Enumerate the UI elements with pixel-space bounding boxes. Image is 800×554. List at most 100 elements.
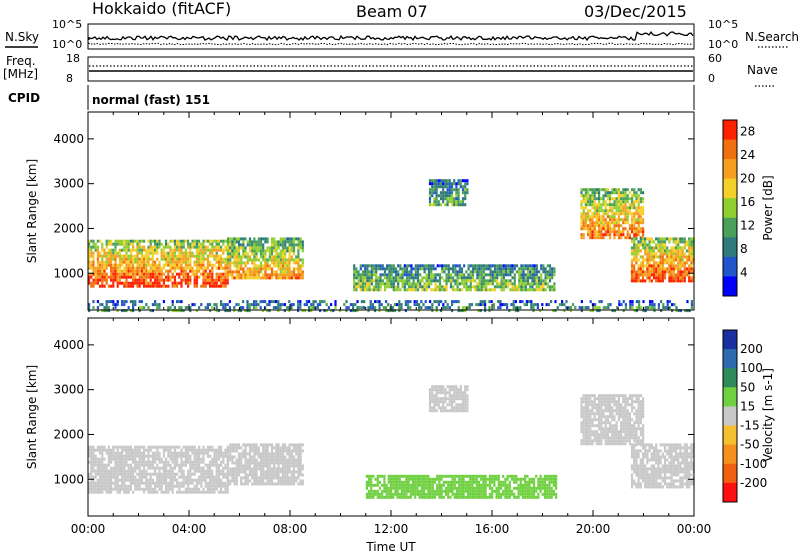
data-cell [369,306,372,310]
data-cell [195,278,198,282]
data-cell [127,245,130,249]
data-cell [107,257,110,261]
data-cell [589,300,592,304]
data-cell [522,264,525,268]
data-cell [459,182,462,186]
data-cell [606,230,609,234]
data-cell [242,255,245,259]
data-cell [211,281,214,285]
data-cell [428,179,432,183]
data-cell [615,233,618,237]
data-cell [193,242,196,246]
data-cell [191,472,194,476]
data-cell [134,463,137,467]
data-cell [661,270,664,274]
data-cell [644,264,647,268]
data-cell [125,484,128,488]
data-cell [114,245,117,249]
data-cell [145,278,148,282]
data-cell [436,288,439,292]
data-cell [281,273,285,277]
data-cell [681,264,684,268]
data-cell [685,270,689,274]
data-cell [458,492,461,496]
data-cell [437,200,440,204]
data-cell [110,263,113,267]
data-cell [469,282,472,286]
data-cell [365,495,368,499]
data-cell [372,285,376,289]
data-cell [224,466,227,470]
data-cell [389,495,393,499]
data-cell [99,481,102,485]
data-cell [455,197,458,201]
data-cell [657,237,660,241]
data-cell [184,254,187,258]
data-cell [273,270,276,274]
data-cell [244,276,247,280]
data-cell [602,200,605,204]
data-cell [387,495,390,499]
data-cell [635,209,638,213]
station-title: Hokkaido (fitACF) [92,0,231,18]
data-cell [598,203,601,207]
data-cell [209,445,212,449]
data-cell [270,443,274,447]
data-cell [524,285,527,289]
data-cell [589,188,592,192]
data-cell [600,227,603,231]
data-cell [602,194,605,198]
data-cell [461,200,465,204]
data-cell [423,288,426,292]
data-cell [367,306,370,310]
data-cell [491,264,494,268]
data-cell [233,476,236,480]
data-cell [90,266,93,270]
data-cell [639,267,642,271]
data-cell [602,224,605,228]
data-cell [425,282,428,286]
data-cell [235,303,238,307]
data-cell [189,487,192,491]
data-cell [105,490,108,494]
data-cell [279,455,282,459]
data-cell [262,476,265,480]
data-cell [255,464,258,468]
data-cell [372,492,375,496]
data-cell [284,476,287,480]
data-cell [431,179,434,183]
data-cell [400,489,404,493]
data-cell [668,255,671,259]
data-cell [277,470,280,474]
data-cell [519,300,522,304]
data-cell [154,460,157,464]
data-cell [191,466,194,470]
data-cell [180,484,183,488]
data-cell [648,240,651,244]
data-cell [171,481,174,485]
data-cell [448,188,451,192]
data-cell [103,469,106,473]
data-cell [553,285,556,289]
data-cell [103,266,106,270]
data-cell [193,472,196,476]
data-cell [297,243,300,247]
data-cell [213,281,216,285]
data-cell [377,288,380,292]
colorbar-cell [723,256,737,277]
data-cell [129,263,132,267]
data-cell [646,273,649,277]
data-cell [165,490,168,494]
data-cell [251,243,254,247]
data-cell [242,240,245,244]
data-cell [449,279,453,283]
data-cell [231,446,234,450]
data-cell [211,463,214,467]
data-cell [246,464,249,468]
data-cell [624,227,627,231]
data-cell [246,276,249,280]
data-cell [244,246,247,250]
data-cell [635,206,638,210]
data-cell [202,475,205,479]
data-cell [138,251,141,255]
